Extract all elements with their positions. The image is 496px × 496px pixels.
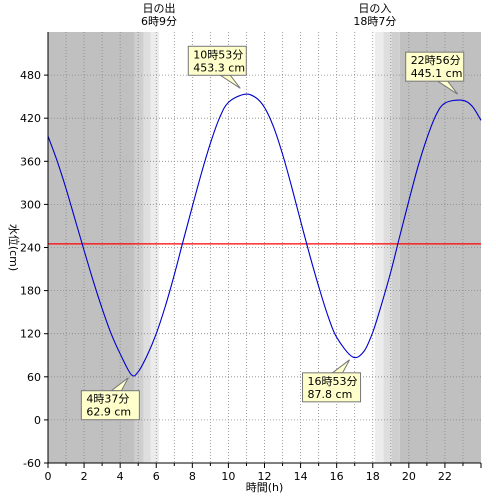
- y-tick-label--60: -60: [23, 457, 41, 470]
- x-tick-label-16: 16: [330, 470, 344, 483]
- x-tick-label-2: 2: [81, 470, 88, 483]
- axes-group: [44, 32, 482, 468]
- callout-time: 4時37分: [86, 393, 129, 406]
- y-tick-label-240: 240: [20, 242, 41, 255]
- y-tick-label-480: 480: [20, 69, 41, 82]
- sunrise-label: 日の出: [142, 1, 175, 15]
- callout-value: 87.8 cm: [308, 388, 353, 401]
- x-axis-title: 時間(h): [246, 481, 284, 494]
- y-tick-label-0: 0: [34, 414, 41, 427]
- x-tick-label-10: 10: [221, 470, 235, 483]
- sunset-time: 18時7分: [353, 15, 396, 28]
- callout-value: 445.1 cm: [411, 67, 463, 80]
- callout-value: 453.3 cm: [193, 61, 245, 74]
- x-tick-label-8: 8: [189, 470, 196, 483]
- y-tick-label-360: 360: [20, 155, 41, 168]
- x-tick-label-14: 14: [294, 470, 308, 483]
- x-tick-label-12: 12: [258, 470, 272, 483]
- night-band-6: [391, 32, 400, 463]
- callout-time: 22時56分: [411, 54, 461, 67]
- x-tick-label-22: 22: [438, 470, 452, 483]
- callout-box: [80, 390, 140, 421]
- x-tick-label-18: 18: [366, 470, 380, 483]
- sunrise-time: 6時9分: [141, 15, 177, 28]
- y-tick-label-120: 120: [20, 328, 41, 341]
- night-band-7: [399, 32, 481, 463]
- night-band-4: [374, 32, 384, 463]
- y-tick-label-180: 180: [20, 285, 41, 298]
- night-band-3: [150, 32, 159, 463]
- callout-box: [405, 51, 465, 82]
- series-group: [47, 93, 482, 377]
- y-axis-title: 水位(cm): [7, 224, 21, 271]
- tick-labels: 0 2 4 6 8 10 12 14 16 18 20 22 -60 0 60 120 180 240 300 360…: [20, 69, 452, 483]
- sunset-label: 日の入: [358, 2, 391, 15]
- x-tick-label-20: 20: [402, 470, 416, 483]
- sun-labels: 日の出 6時9分 日の入 18時7分: [141, 1, 396, 28]
- x-tick-label-0: 0: [45, 470, 52, 483]
- night-band-1: [134, 32, 144, 463]
- callout-box: [187, 45, 247, 76]
- y-tick-label-300: 300: [20, 198, 41, 211]
- y-tick-label-420: 420: [20, 112, 41, 125]
- callout-time: 16時53分: [308, 375, 358, 388]
- water-level-line-0: [47, 93, 482, 377]
- x-tick-label-4: 4: [117, 470, 124, 483]
- callout-time: 10時53分: [193, 48, 243, 61]
- x-tick-label-6: 6: [153, 470, 160, 483]
- y-tick-label-60: 60: [27, 371, 41, 384]
- callout-value: 62.9 cm: [86, 406, 131, 419]
- callout-box: [302, 372, 362, 403]
